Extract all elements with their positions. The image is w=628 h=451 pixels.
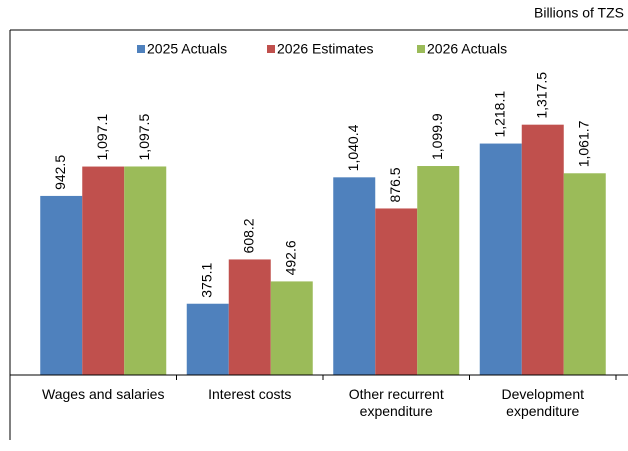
value-label: 1,097.5 bbox=[136, 114, 152, 161]
bar bbox=[521, 124, 564, 375]
legend-label: 2026 Estimates bbox=[277, 41, 374, 57]
bar bbox=[417, 166, 460, 375]
x-tick-label: Interest costs bbox=[208, 386, 292, 402]
value-label: 1,097.1 bbox=[94, 114, 110, 161]
legend-label: 2026 Actuals bbox=[427, 41, 507, 57]
value-label: 375.1 bbox=[198, 262, 214, 297]
value-label: 1,061.7 bbox=[575, 120, 591, 167]
bar bbox=[40, 195, 83, 375]
legend-label: 2025 Actuals bbox=[147, 41, 227, 57]
bar bbox=[375, 208, 418, 375]
x-tick-label: Wages and salaries bbox=[42, 386, 165, 402]
value-label: 1,099.9 bbox=[429, 113, 445, 160]
legend-swatch bbox=[137, 45, 145, 53]
bar bbox=[563, 173, 606, 375]
bar bbox=[270, 281, 313, 375]
value-label: 492.6 bbox=[282, 240, 298, 275]
x-tick-label: Other recurrent expenditure bbox=[348, 386, 444, 419]
bar bbox=[333, 177, 376, 375]
value-label: 608.2 bbox=[240, 218, 256, 253]
value-label: 876.5 bbox=[387, 167, 403, 202]
bar bbox=[479, 143, 522, 375]
value-label: 942.5 bbox=[52, 155, 68, 190]
legend-swatch bbox=[267, 45, 275, 53]
value-label: 1,040.4 bbox=[345, 124, 361, 171]
unit-label: Billions of TZS bbox=[534, 5, 624, 21]
value-label: 1,317.5 bbox=[533, 72, 549, 119]
bar bbox=[186, 303, 229, 375]
x-tick-label: Development expenditure bbox=[501, 386, 585, 419]
value-label: 1,218.1 bbox=[491, 91, 507, 138]
legend-swatch bbox=[417, 45, 425, 53]
bar bbox=[228, 259, 271, 375]
bar bbox=[124, 166, 167, 375]
bar bbox=[82, 166, 125, 375]
